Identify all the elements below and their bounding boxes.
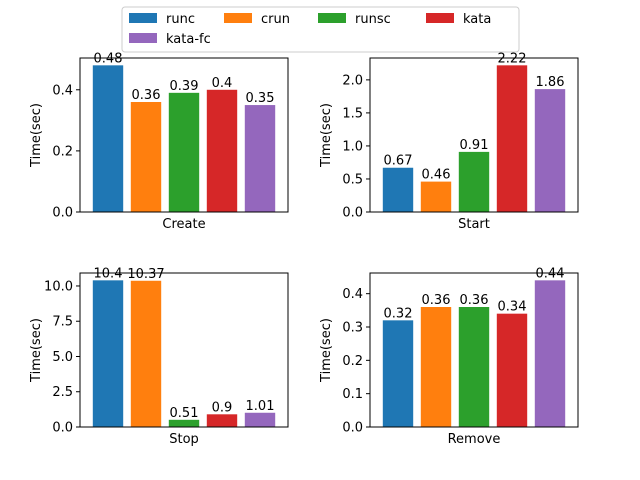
y-tick-label: 0.0 xyxy=(52,421,73,436)
x-axis-label: Remove xyxy=(448,432,501,447)
y-tick-label: 0.0 xyxy=(342,206,363,221)
legend-swatch xyxy=(426,13,454,23)
value-label: 0.48 xyxy=(94,51,123,66)
value-label: 2.22 xyxy=(498,51,527,66)
value-label: 0.36 xyxy=(422,293,451,308)
legend-swatch xyxy=(129,13,157,23)
legend: runc crun runsc kata kata-fc xyxy=(121,6,520,53)
value-label: 0.36 xyxy=(132,88,161,103)
value-label: 0.44 xyxy=(536,266,565,281)
bar-runc xyxy=(92,65,124,212)
panel-3: 10.4 10.37 0.51 0.9 1.01 0.0 2.5 5.0 7.5 10.0 Stop… xyxy=(29,266,289,447)
bar-runc xyxy=(382,320,414,427)
bar-runsc xyxy=(168,419,200,427)
value-label: 0.9 xyxy=(212,400,233,415)
value-label: 1.01 xyxy=(246,399,275,414)
legend-label: crun xyxy=(261,12,290,27)
value-label: 0.51 xyxy=(170,406,199,421)
value-label: 0.34 xyxy=(498,300,527,315)
panels: 0.48 0.36 0.39 0.4 0.35 0.0 0.2 0.4 Create Time(s… xyxy=(29,51,579,447)
bar-kata-fc xyxy=(534,280,566,427)
value-label: 0.4 xyxy=(212,76,233,91)
panel-2: 0.67 0.46 0.91 2.22 1.86 0.0 0.5 1.0 1.5 2.0 Start… xyxy=(319,51,579,232)
legend-swatch xyxy=(224,13,252,23)
y-tick-label: 0.0 xyxy=(52,206,73,221)
y-tick-label: 1.0 xyxy=(342,139,363,154)
y-tick-label: 2.5 xyxy=(52,385,73,400)
y-tick-label: 0.1 xyxy=(342,387,363,402)
legend-item-kata-fc: kata-fc xyxy=(129,32,211,47)
y-axis-label: Time(sec) xyxy=(319,103,334,168)
y-tick-label: 0.4 xyxy=(52,83,73,98)
bar-runc xyxy=(382,167,414,212)
bar-kata xyxy=(206,414,238,427)
legend-swatch xyxy=(318,13,346,23)
x-axis-label: Start xyxy=(458,217,490,232)
value-label: 10.4 xyxy=(94,266,123,281)
y-tick-label: 10.0 xyxy=(44,279,73,294)
bar-runsc xyxy=(168,92,200,212)
y-tick-label: 0.4 xyxy=(342,287,363,302)
y-tick-label: 0.3 xyxy=(342,321,363,336)
bar-kata-fc xyxy=(244,105,276,212)
y-axis-label: Time(sec) xyxy=(29,103,44,168)
bar-crun xyxy=(420,181,452,212)
axes-frame xyxy=(79,57,289,213)
value-label: 0.91 xyxy=(460,138,489,153)
value-label: 0.67 xyxy=(384,154,413,169)
y-axis-label: Time(sec) xyxy=(29,318,44,383)
y-tick-label: 0.5 xyxy=(342,172,363,187)
bar-crun xyxy=(130,280,162,427)
bar-runsc xyxy=(458,151,490,212)
bar-kata xyxy=(496,65,528,212)
y-axis-label: Time(sec) xyxy=(319,318,334,383)
x-axis-label: Create xyxy=(162,217,205,232)
axes-frame xyxy=(369,57,579,213)
legend-frame xyxy=(121,6,520,53)
bar-kata-fc xyxy=(244,412,276,427)
value-label: 0.36 xyxy=(460,293,489,308)
axes-frame xyxy=(369,272,579,428)
legend-item-crun: crun xyxy=(224,12,290,27)
bar-kata xyxy=(496,313,528,427)
legend-item-kata: kata xyxy=(426,12,491,27)
panel-4: 0.32 0.36 0.36 0.34 0.44 0.0 0.1 0.2 0.3 0.4 Remov… xyxy=(319,266,579,447)
y-tick-label: 0.2 xyxy=(342,354,363,369)
value-label: 0.35 xyxy=(246,91,275,106)
bar-kata xyxy=(206,89,238,212)
legend-label: runsc xyxy=(355,12,391,27)
legend-label: kata xyxy=(463,12,491,27)
legend-item-runsc: runsc xyxy=(318,12,391,27)
y-tick-label: 1.5 xyxy=(342,106,363,121)
panel-1: 0.48 0.36 0.39 0.4 0.35 0.0 0.2 0.4 Create Time(s… xyxy=(29,51,289,232)
y-tick-label: 0.2 xyxy=(52,144,73,159)
bar-runc xyxy=(92,280,124,427)
value-label: 0.46 xyxy=(422,168,451,183)
bar-crun xyxy=(130,102,162,212)
bar-crun xyxy=(420,307,452,427)
y-tick-label: 0.0 xyxy=(342,421,363,436)
y-tick-label: 5.0 xyxy=(52,350,73,365)
axes-frame xyxy=(79,272,289,428)
bar-kata-fc xyxy=(534,89,566,212)
legend-swatch xyxy=(129,33,157,43)
value-label: 0.39 xyxy=(170,79,199,94)
legend-label: kata-fc xyxy=(166,32,211,47)
bar-runsc xyxy=(458,307,490,427)
y-tick-label: 7.5 xyxy=(52,315,73,330)
value-label: 1.86 xyxy=(536,75,565,90)
y-tick-label: 2.0 xyxy=(342,73,363,88)
legend-item-runc: runc xyxy=(129,12,195,27)
legend-label: runc xyxy=(166,12,195,27)
x-axis-label: Stop xyxy=(169,432,199,447)
value-label: 10.37 xyxy=(127,267,164,282)
value-label: 0.32 xyxy=(384,306,413,321)
